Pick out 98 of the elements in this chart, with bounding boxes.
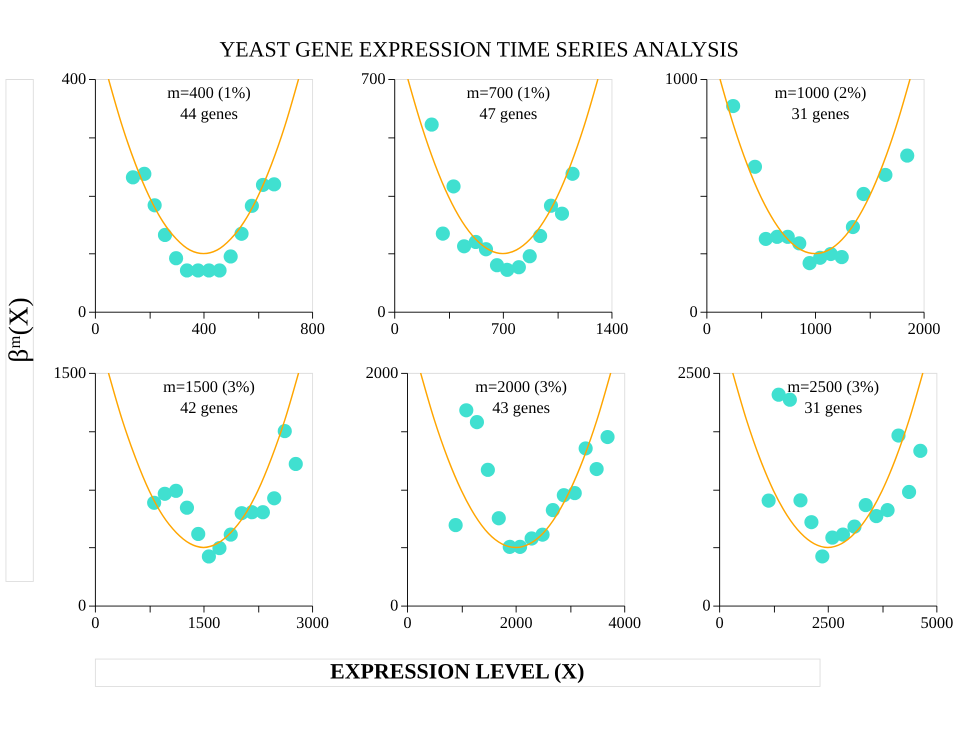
annotation: 31 genes (792, 104, 850, 124)
point (288, 456, 303, 472)
x-tick-label: 4000 (608, 613, 642, 632)
annotation: m=400 (1%) (167, 83, 251, 102)
point (869, 509, 884, 524)
point (126, 170, 140, 184)
y-axis-title: βᵐ(X) (3, 297, 34, 363)
x-tick-label: 1500 (188, 613, 220, 632)
point (834, 250, 849, 264)
point (459, 403, 474, 418)
point (202, 549, 216, 564)
y-tick-label: 0 (78, 596, 86, 615)
point (158, 486, 172, 501)
line-series (732, 372, 924, 548)
point (512, 260, 526, 274)
annotation: m=700 (1%) (466, 83, 550, 102)
y-tick-label: 1500 (53, 362, 86, 382)
x-tick-label: 1400 (596, 319, 628, 338)
annotation: m=2000 (3%) (475, 377, 568, 396)
point (804, 515, 818, 530)
y-tick-label: 2500 (678, 362, 711, 382)
point (158, 228, 172, 242)
point (878, 168, 892, 182)
x-tick-label: 1000 (799, 319, 832, 338)
point (891, 428, 906, 443)
point (554, 206, 570, 221)
x-tick-label: 3000 (296, 613, 329, 632)
point (457, 239, 472, 254)
y-tick-label: 2000 (366, 362, 398, 382)
point (772, 388, 786, 402)
point (480, 462, 495, 477)
annotation: m=2500 (3%) (787, 377, 880, 396)
x-tick-label: 2500 (812, 613, 845, 632)
point (436, 226, 450, 241)
point (448, 518, 463, 532)
annotation: m=1500 (3%) (163, 377, 255, 396)
point (224, 249, 238, 264)
point (424, 118, 439, 132)
point (600, 430, 615, 444)
point (212, 263, 227, 278)
point (858, 498, 873, 512)
point (856, 186, 871, 202)
x-tick-label: 400 (192, 319, 216, 338)
point (470, 415, 484, 430)
point (590, 462, 604, 476)
y-tick-label: 700 (360, 69, 386, 88)
point (168, 484, 184, 498)
annotation: 43 genes (492, 398, 550, 418)
point (782, 392, 797, 407)
annotation: 47 genes (479, 104, 538, 124)
point (446, 179, 461, 194)
point (815, 549, 830, 564)
point (762, 494, 776, 508)
x-tick-label: 800 (300, 319, 325, 338)
point (726, 98, 740, 114)
point (234, 226, 249, 241)
x-tick-label: 700 (491, 319, 516, 338)
point (880, 503, 895, 518)
point (500, 262, 514, 277)
x-tick-label: 0 (91, 613, 100, 632)
point (256, 505, 270, 520)
point (565, 166, 580, 181)
point (492, 511, 506, 526)
x-tick-label: 2000 (500, 613, 533, 632)
point (191, 526, 206, 542)
point (913, 444, 928, 458)
annotation: 44 genes (180, 104, 238, 124)
y-tick-label: 0 (690, 302, 698, 321)
point (802, 256, 817, 270)
point (212, 541, 227, 556)
point (836, 528, 850, 542)
point (748, 160, 762, 174)
point (180, 500, 194, 515)
y-tick-label: 0 (78, 302, 86, 321)
text: YEAST GENE EXPRESSION TIME SERIES ANALYSIS (219, 36, 739, 62)
y-tick-label: 0 (377, 302, 386, 321)
point (900, 148, 914, 163)
x-axis-title: EXPRESSION LEVEL (X) (330, 658, 584, 684)
point (169, 251, 184, 266)
point (137, 166, 152, 181)
point (267, 177, 282, 192)
y-tick-label: 400 (62, 69, 86, 88)
annotation: 42 genes (180, 398, 238, 418)
x-tick-label: 0 (716, 613, 724, 632)
point (522, 249, 537, 264)
point (267, 491, 282, 506)
annotation: m=1000 (2%) (774, 83, 866, 102)
x-tick-label: 0 (403, 613, 412, 632)
point (902, 484, 916, 500)
annotation: 31 genes (804, 398, 862, 418)
point (793, 493, 808, 508)
x-tick-label: 2000 (908, 319, 940, 338)
point (546, 503, 560, 518)
point (568, 486, 582, 500)
point (533, 228, 548, 244)
line-series (108, 79, 300, 254)
x-tick-label: 0 (91, 319, 100, 338)
x-tick-label: 5000 (920, 613, 954, 632)
